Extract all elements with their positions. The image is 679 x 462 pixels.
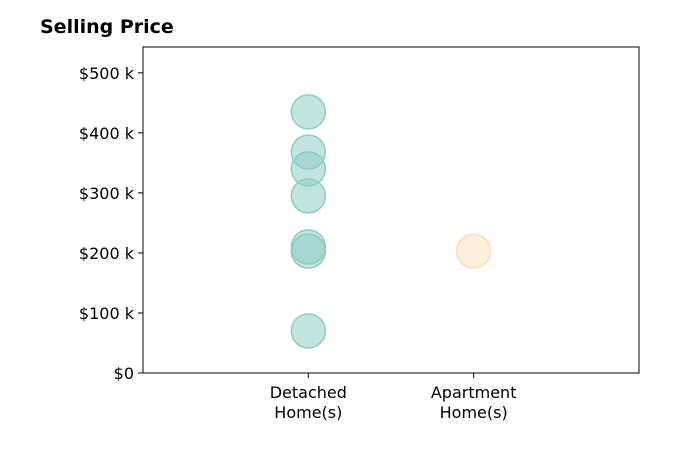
data-point-0-3 [290,178,327,214]
x-tick-label-1-line2: Home(s) [440,403,508,422]
x-tick-label-1-line1: Apartment [431,383,517,402]
data-point-0-5 [290,233,327,269]
y-axis: $0 $100 k $200 k $300 k $400 k $500 k [79,64,143,383]
data-point-1-0 [455,233,492,269]
y-tick-label-3: $300 k [79,184,135,203]
plot-frame [142,46,640,374]
y-tick-label-2: $200 k [79,244,135,263]
data-point-0-0 [290,94,327,130]
chart-title: Selling Price [40,16,174,38]
x-tick-label-0-line1: Detached [270,383,347,402]
y-tick-label-5: $500 k [79,64,135,83]
data-points [290,94,492,349]
data-point-0-6 [290,313,327,349]
y-tick-label-1: $100 k [79,304,135,323]
y-tick-label-4: $400 k [79,124,135,143]
y-tick-label-0: $0 [114,364,134,383]
x-tick-label-0-line2: Home(s) [274,403,342,422]
